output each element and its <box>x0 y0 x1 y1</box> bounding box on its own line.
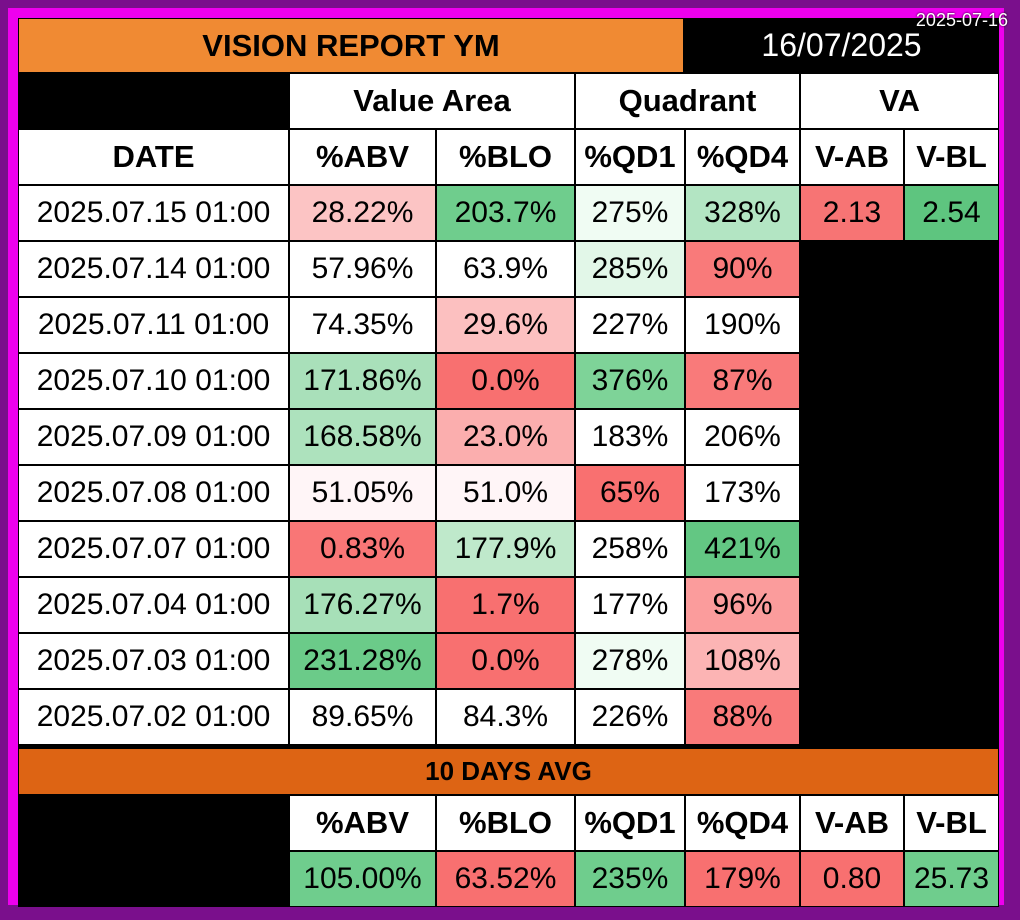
row-0-blo: 203.7% <box>436 185 575 241</box>
timestamp-stamp: 2025-07-16 <box>915 10 1008 30</box>
group-quadrant: Quadrant <box>575 73 800 129</box>
row-9-qd1: 226% <box>575 689 685 745</box>
col-header-vbl: V-BL <box>904 129 999 185</box>
row-4-qd1: 183% <box>575 409 685 465</box>
row-4-abv: 168.58% <box>289 409 436 465</box>
row-1-blo: 63.9% <box>436 241 575 297</box>
avg-label: 10 DAYS AVG <box>18 748 999 795</box>
row-6-qd4: 421% <box>685 521 800 577</box>
row-3-abv: 171.86% <box>289 353 436 409</box>
row-0-vbl: 2.54 <box>904 185 999 241</box>
report-date: 16/07/2025 <box>684 18 999 73</box>
row-0-qd1: 275% <box>575 185 685 241</box>
row-8-qd1: 278% <box>575 633 685 689</box>
row-1-qd1: 285% <box>575 241 685 297</box>
row-3-qd4: 87% <box>685 353 800 409</box>
row-9-qd4: 88% <box>685 689 800 745</box>
row-3-date: 2025.07.10 01:00 <box>18 353 289 409</box>
row-5-qd1: 65% <box>575 465 685 521</box>
row-0-date: 2025.07.15 01:00 <box>18 185 289 241</box>
row-0-qd4: 328% <box>685 185 800 241</box>
row-1-date: 2025.07.14 01:00 <box>18 241 289 297</box>
row-7-qd1: 177% <box>575 577 685 633</box>
row-1-qd4: 90% <box>685 241 800 297</box>
row-2-blo: 29.6% <box>436 297 575 353</box>
row-7-blo: 1.7% <box>436 577 575 633</box>
row-8-abv: 231.28% <box>289 633 436 689</box>
row-3-qd1: 376% <box>575 353 685 409</box>
row-9-blo: 84.3% <box>436 689 575 745</box>
row-4-blo: 23.0% <box>436 409 575 465</box>
row-1-abv: 57.96% <box>289 241 436 297</box>
col-header-vab: V-AB <box>800 129 904 185</box>
row-5-abv: 51.05% <box>289 465 436 521</box>
row-2-abv: 74.35% <box>289 297 436 353</box>
row-3-blo: 0.0% <box>436 353 575 409</box>
row-6-abv: 0.83% <box>289 521 436 577</box>
col-header-blo: %BLO <box>436 129 575 185</box>
report-border: VISION REPORT YM 16/07/2025 Value Area Q… <box>8 8 1004 907</box>
row-2-date: 2025.07.11 01:00 <box>18 297 289 353</box>
row-6-date: 2025.07.07 01:00 <box>18 521 289 577</box>
report-title: VISION REPORT YM <box>18 18 684 73</box>
row-8-qd4: 108% <box>685 633 800 689</box>
row-6-blo: 177.9% <box>436 521 575 577</box>
row-5-date: 2025.07.08 01:00 <box>18 465 289 521</box>
col-header-date: DATE <box>18 129 289 185</box>
avg-value-blo: 63.52% <box>436 851 575 907</box>
avg-value-vbl: 25.73 <box>904 851 999 907</box>
row-2-qd1: 227% <box>575 297 685 353</box>
row-9-date: 2025.07.02 01:00 <box>18 689 289 745</box>
row-0-abv: 28.22% <box>289 185 436 241</box>
avg-value-qd1: 235% <box>575 851 685 907</box>
avg-value-vab: 0.80 <box>800 851 904 907</box>
col-header-qd4: %QD4 <box>685 129 800 185</box>
avg-header-abv: %ABV <box>289 795 436 851</box>
avg-value-abv: 105.00% <box>289 851 436 907</box>
avg-header-qd4: %QD4 <box>685 795 800 851</box>
report-board: VISION REPORT YM 16/07/2025 Value Area Q… <box>18 18 999 907</box>
group-value-area: Value Area <box>289 73 575 129</box>
row-2-qd4: 190% <box>685 297 800 353</box>
row-4-date: 2025.07.09 01:00 <box>18 409 289 465</box>
row-8-blo: 0.0% <box>436 633 575 689</box>
row-9-abv: 89.65% <box>289 689 436 745</box>
header-blank <box>18 73 289 129</box>
avg-header-vab: V-AB <box>800 795 904 851</box>
row-4-qd4: 206% <box>685 409 800 465</box>
avg-blank <box>18 795 289 907</box>
col-header-abv: %ABV <box>289 129 436 185</box>
avg-header-qd1: %QD1 <box>575 795 685 851</box>
row-6-qd1: 258% <box>575 521 685 577</box>
row-5-blo: 51.0% <box>436 465 575 521</box>
col-header-qd1: %QD1 <box>575 129 685 185</box>
row-7-qd4: 96% <box>685 577 800 633</box>
avg-value-qd4: 179% <box>685 851 800 907</box>
row-7-abv: 176.27% <box>289 577 436 633</box>
row-7-date: 2025.07.04 01:00 <box>18 577 289 633</box>
avg-header-blo: %BLO <box>436 795 575 851</box>
row-0-vab: 2.13 <box>800 185 904 241</box>
avg-header-vbl: V-BL <box>904 795 999 851</box>
group-va: VA <box>800 73 999 129</box>
row-5-qd4: 173% <box>685 465 800 521</box>
row-8-date: 2025.07.03 01:00 <box>18 633 289 689</box>
